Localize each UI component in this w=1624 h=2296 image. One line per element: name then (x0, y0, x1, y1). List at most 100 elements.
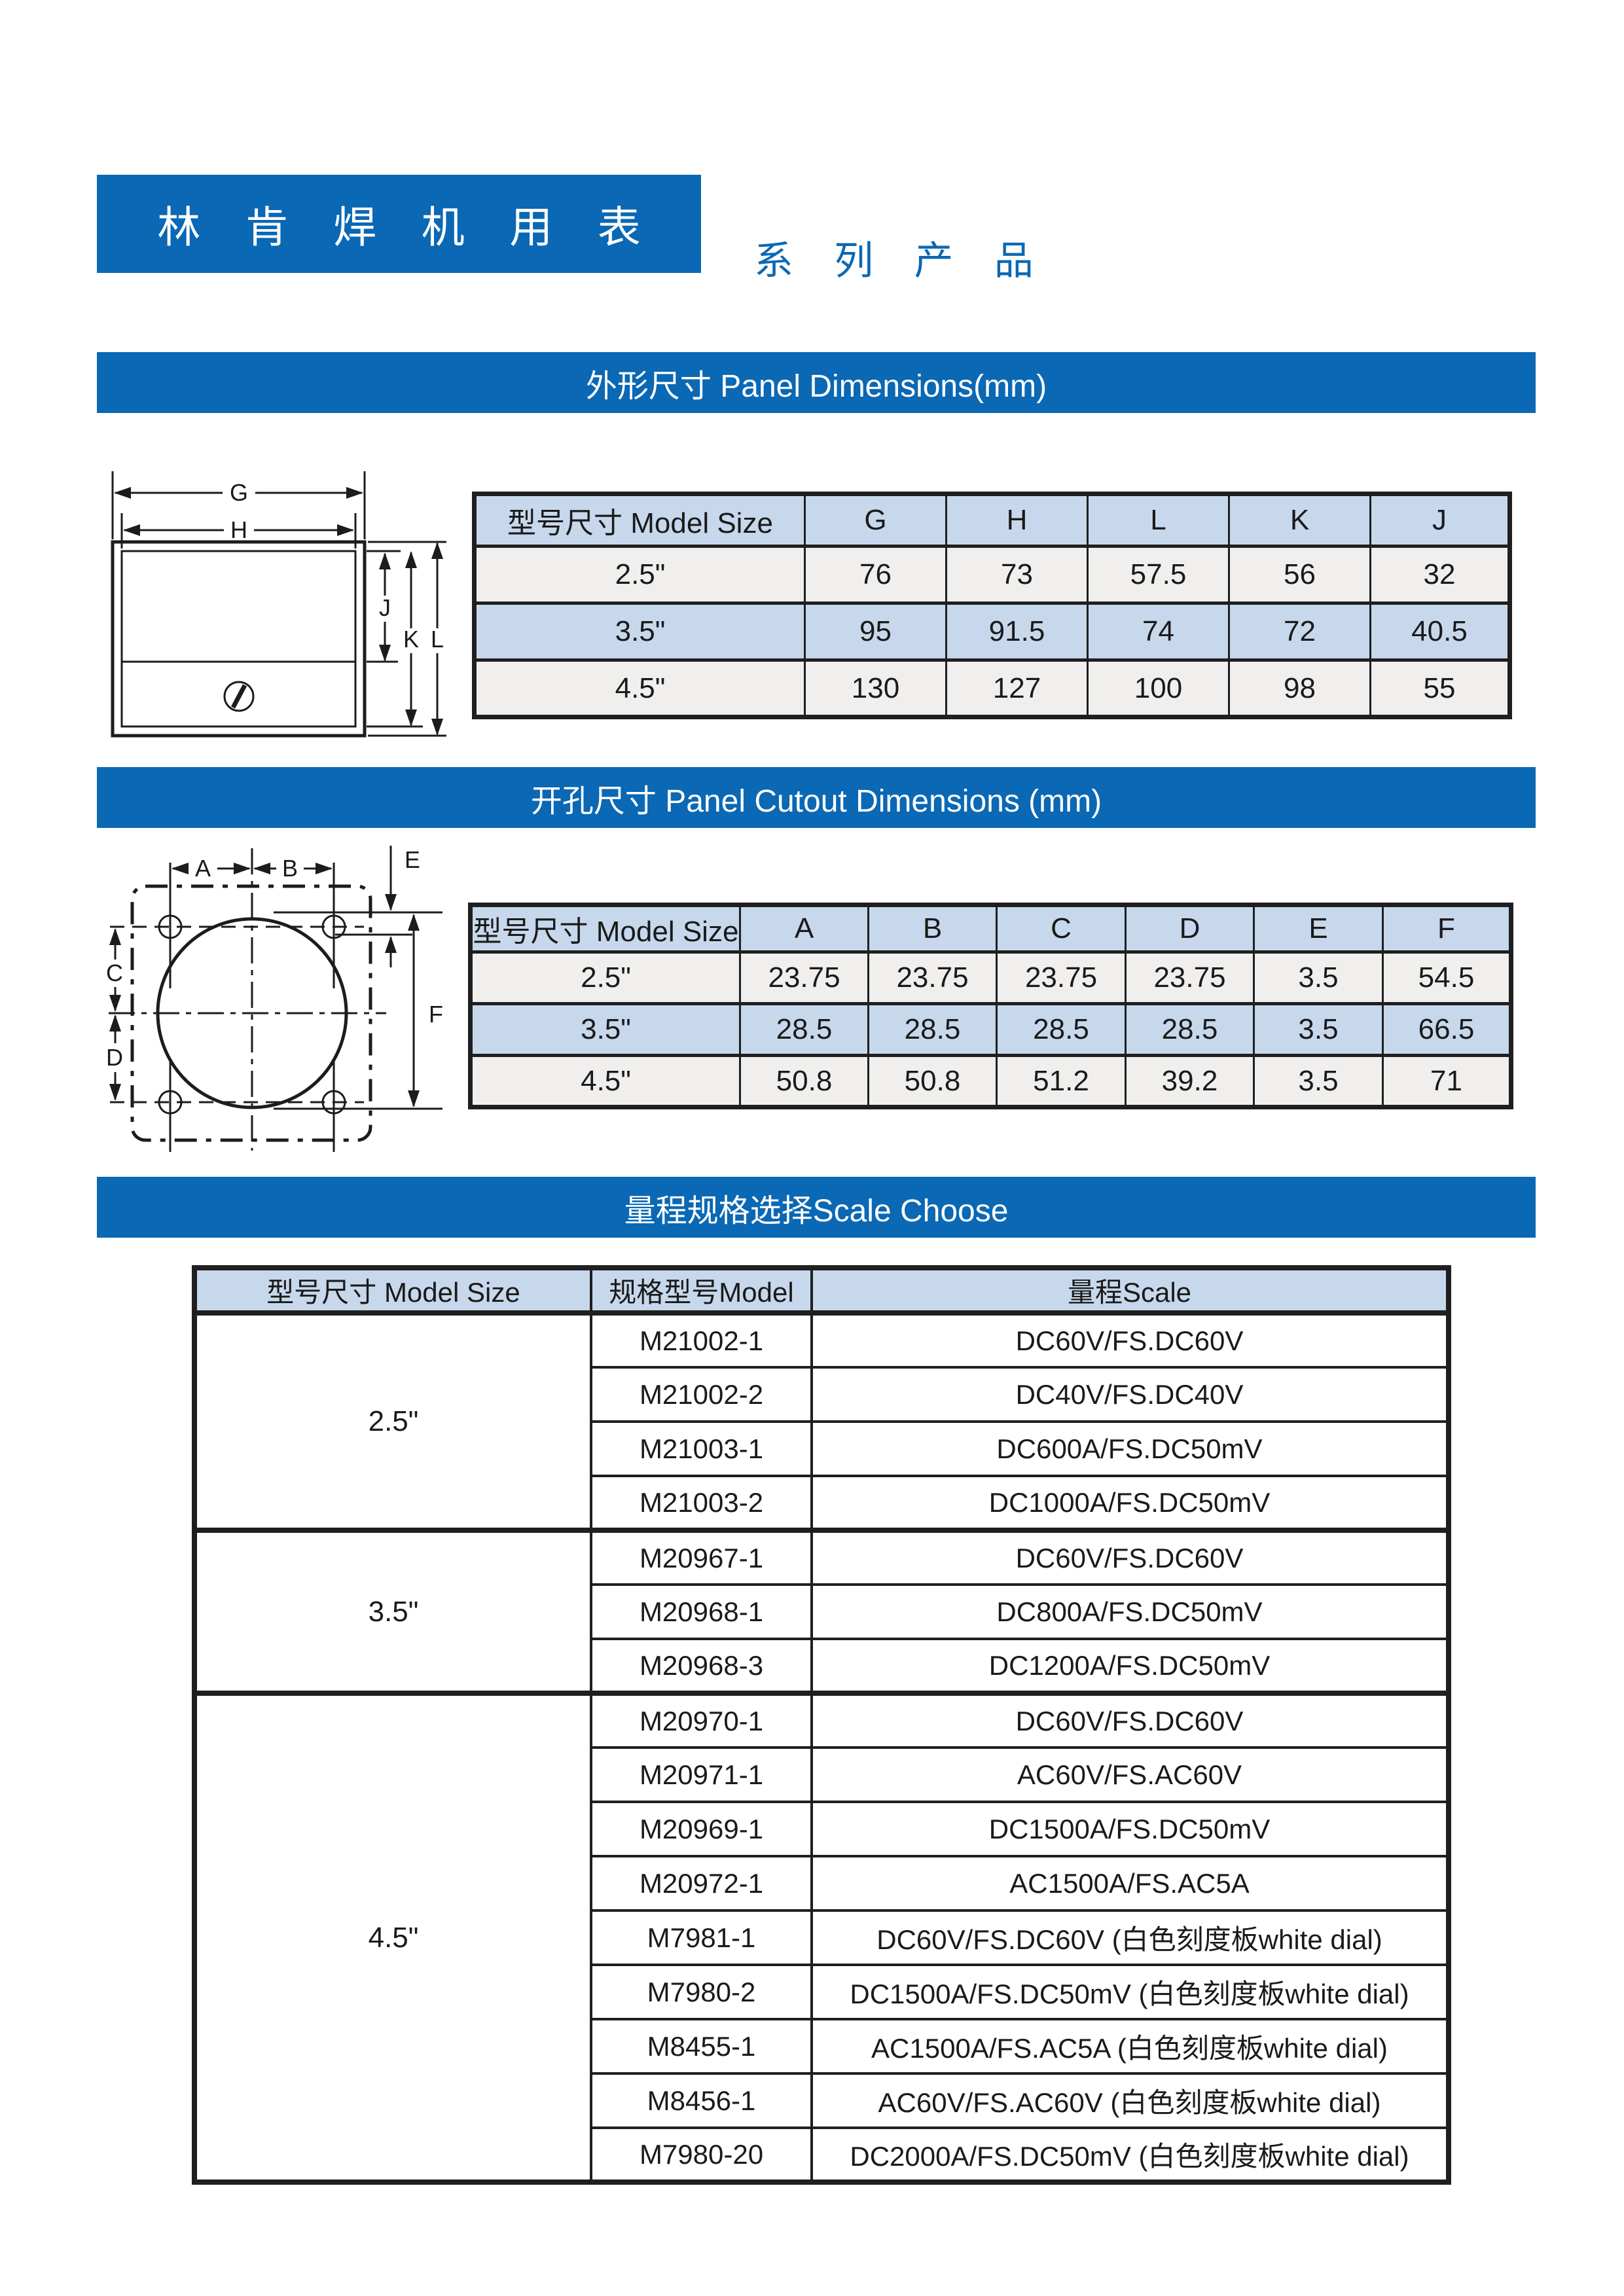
model-cell: M20968-1 (590, 1583, 813, 1640)
column-header: 型号尺寸 Model Size (469, 903, 741, 954)
dim-label-c: C (106, 960, 123, 986)
value-cell: 28.5 (1125, 1002, 1255, 1057)
size-cell: 3.5" (473, 601, 806, 662)
value-cell: 50.8 (867, 1054, 998, 1109)
column-header: 量程Scale (810, 1266, 1450, 1316)
model-cell: M7981-1 (590, 1909, 813, 1966)
value-cell: 3.5 (1253, 950, 1384, 1005)
scale-cell: DC800A/FS.DC50mV (810, 1583, 1450, 1640)
value-cell: 100 (1087, 658, 1230, 719)
section-header-cutout-dimensions: 开孔尺寸 Panel Cutout Dimensions (mm) (97, 767, 1536, 828)
scale-cell: DC2000A/FS.DC50mV (白色刻度板white dial) (810, 2126, 1450, 2183)
dim-label-k: K (403, 626, 419, 653)
meter-front-outline (111, 471, 446, 738)
column-header: J (1369, 492, 1511, 548)
model-cell: M21003-2 (590, 1475, 813, 1532)
panel-dimensions-table: 型号尺寸 Model Size G H L K J 2.5" 76 73 57.… (472, 492, 1512, 719)
column-header: L (1087, 492, 1230, 548)
column-header: E (1253, 903, 1384, 954)
dim-label-a: A (195, 855, 211, 882)
model-cell: M21003-1 (590, 1420, 813, 1477)
series-label: 系 列 产 品 (754, 239, 1049, 283)
table-row: M8456-1 AC60V/FS.AC60V (白色刻度板white dial) (194, 2072, 1450, 2129)
table-row: M21002-2 DC40V/FS.DC40V (194, 1366, 1450, 1423)
value-cell: 130 (804, 658, 947, 719)
table-header-row: 型号尺寸 Model Size G H L K J (473, 492, 1511, 548)
value-cell: 71 (1382, 1054, 1512, 1109)
value-cell: 23.75 (867, 950, 998, 1005)
dim-label-l: L (431, 626, 444, 653)
value-cell: 23.75 (996, 950, 1127, 1005)
column-header: G (804, 492, 947, 548)
dim-label-f: F (429, 1001, 443, 1028)
dim-label-j: J (379, 594, 391, 621)
value-cell: 54.5 (1382, 950, 1512, 1005)
dim-label-d: D (106, 1044, 123, 1071)
column-header: C (996, 903, 1127, 954)
table-row: M7980-2 DC1500A/FS.DC50mV (白色刻度板white di… (194, 1964, 1450, 2020)
mounting-hole (321, 1090, 346, 1115)
value-cell: 57.5 (1087, 545, 1230, 605)
size-group-cell: 3.5" (193, 1528, 592, 1695)
table-row: 2.5" 76 73 57.5 56 32 (473, 545, 1511, 605)
scale-cell: AC1500A/FS.AC5A (810, 1855, 1450, 1912)
brand-title: 林 肯 焊 机 用 表 (157, 203, 657, 251)
size-cell: 4.5" (473, 658, 806, 719)
column-header: D (1125, 903, 1255, 954)
screw-icon (223, 681, 255, 712)
value-cell: 127 (945, 658, 1089, 719)
size-cell: 2.5" (469, 950, 741, 1005)
scale-cell: DC60V/FS.DC60V (810, 1691, 1450, 1749)
value-cell: 28.5 (996, 1002, 1127, 1057)
value-cell: 66.5 (1382, 1002, 1512, 1057)
table-row: 4.5" 50.8 50.8 51.2 39.2 3.5 71 (469, 1054, 1512, 1109)
mounting-hole (158, 1090, 183, 1115)
table-row: M20968-3 DC1200A/FS.DC50mV (194, 1638, 1450, 1695)
scale-cell: DC1500A/FS.DC50mV (白色刻度板white dial) (810, 1964, 1450, 2020)
model-cell: M20968-3 (590, 1638, 813, 1695)
cutout-dimensions-diagram: A B C D E F (106, 846, 443, 1152)
table-row: M21003-1 DC600A/FS.DC50mV (194, 1420, 1450, 1477)
value-cell: 3.5 (1253, 1002, 1384, 1057)
model-cell: M21002-1 (590, 1312, 813, 1369)
value-cell: 95 (804, 601, 947, 662)
column-header: F (1382, 903, 1512, 954)
scale-cell: DC600A/FS.DC50mV (810, 1420, 1450, 1477)
value-cell: 55 (1369, 658, 1511, 719)
dim-label-h: H (230, 516, 247, 543)
size-group-cell: 4.5" (193, 1691, 592, 2183)
panel-dimensions-diagram: G H J K L (111, 471, 446, 738)
column-header: A (739, 903, 869, 954)
value-cell: 28.5 (867, 1002, 998, 1057)
value-cell: 74 (1087, 601, 1230, 662)
model-cell: M20970-1 (590, 1691, 813, 1749)
table-row: 3.5" M20967-1 DC60V/FS.DC60V (193, 1528, 1450, 1695)
model-cell: M20972-1 (590, 1855, 813, 1912)
section-title: 量程规格选择Scale Choose (624, 1193, 1009, 1229)
value-cell: 50.8 (739, 1054, 869, 1109)
section-header-scale-choose: 量程规格选择Scale Choose (97, 1177, 1536, 1238)
value-cell: 40.5 (1369, 601, 1511, 662)
table-row: M7981-1 DC60V/FS.DC60V (白色刻度板white dial) (194, 1909, 1450, 1966)
value-cell: 76 (804, 545, 947, 605)
dim-label-b: B (282, 855, 298, 882)
table-row: 3.5" 28.5 28.5 28.5 28.5 3.5 66.5 (469, 1002, 1512, 1057)
cutout-dimensions-table: 型号尺寸 Model Size A B C D E F 2.5" 23.75 2… (468, 903, 1513, 1109)
column-header: 型号尺寸 Model Size (473, 492, 806, 548)
model-cell: M7980-2 (590, 1964, 813, 2020)
table-row: 2.5" 23.75 23.75 23.75 23.75 3.5 54.5 (469, 950, 1512, 1005)
column-header: 规格型号Model (590, 1266, 813, 1316)
scale-cell: AC60V/FS.AC60V (810, 1746, 1450, 1803)
table-row: M7980-20 DC2000A/FS.DC50mV (白色刻度板white d… (194, 2126, 1450, 2183)
dim-label-g: G (230, 479, 248, 506)
table-row: M20969-1 DC1500A/FS.DC50mV (194, 1801, 1450, 1857)
column-header: K (1228, 492, 1371, 548)
size-cell: 3.5" (469, 1002, 741, 1057)
scale-choose-table: 型号尺寸 Model Size 规格型号Model 量程Scale 2.5" M… (192, 1265, 1451, 2185)
table-row: M20971-1 AC60V/FS.AC60V (194, 1746, 1450, 1803)
model-cell: M8455-1 (590, 2018, 813, 2075)
table-row: 2.5" M21002-1 DC60V/FS.DC60V (193, 1312, 1450, 1532)
scale-cell: AC1500A/FS.AC5A (白色刻度板white dial) (810, 2018, 1450, 2075)
value-cell: 72 (1228, 601, 1371, 662)
